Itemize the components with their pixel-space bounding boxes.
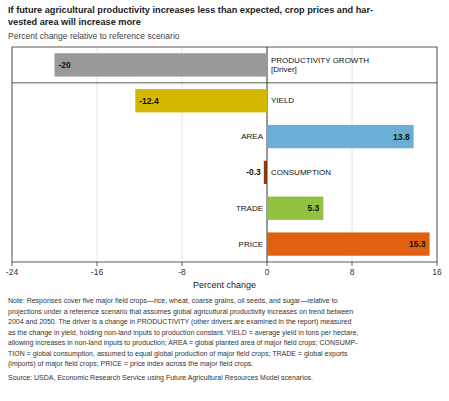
grid <box>12 47 437 262</box>
note: TION = global consumption, assumed to eq… <box>8 350 348 358</box>
category-label: PRICE <box>239 240 263 249</box>
tick-mark <box>97 262 98 266</box>
tick-label: -24 <box>6 267 19 277</box>
tick-label: 8 <box>350 267 355 277</box>
plot-frame <box>12 47 437 262</box>
x-axis-label: Percent change <box>193 280 256 290</box>
bar <box>267 125 414 148</box>
bar <box>267 232 430 255</box>
data-label: -12.4 <box>139 96 159 106</box>
tick-mark <box>437 262 438 266</box>
title: vested area will increase more <box>8 17 141 27</box>
zero-line <box>267 47 268 262</box>
category-label: PRODUCTIVITY GROWTH[Driver] <box>271 56 369 74</box>
data-label: -0.3 <box>246 167 261 177</box>
note: Note: Responses cover five major field c… <box>8 297 338 305</box>
title: If future agricultural productivity incr… <box>8 5 373 15</box>
data-label: 15.3 <box>409 239 426 249</box>
bar <box>55 53 268 76</box>
tick-label: 0 <box>265 267 270 277</box>
note: 2004 and 2050. The driver is a change in… <box>8 318 351 326</box>
note: allowing increases in non-land inputs to… <box>8 339 358 347</box>
labels: -20 PRODUCTIVITY GROWTH[Driver] -12.4 YIELD… <box>59 56 426 249</box>
category-label: AREA <box>241 132 263 141</box>
chart: If future agricultural productivity incr… <box>0 0 449 401</box>
page: {"chart_data": { "type": "bar", "orienta… <box>0 0 449 401</box>
separator <box>12 82 437 83</box>
subtitle: Percent change relative to reference sce… <box>8 31 180 41</box>
bar <box>135 89 267 112</box>
source: Source: USDA, Economic Research Service … <box>8 374 313 382</box>
bar <box>267 197 323 220</box>
tick-label: 16 <box>432 267 442 277</box>
bars <box>55 53 430 255</box>
category-label: YIELD <box>271 96 294 105</box>
grid-line <box>182 47 183 262</box>
note: (imports) of major field crops; PRICE = … <box>8 360 253 368</box>
data-label: 5.3 <box>307 203 319 213</box>
tick-mark <box>352 262 353 266</box>
data-label: 13.8 <box>393 132 410 142</box>
tick-label: -8 <box>178 267 186 277</box>
data-label: -20 <box>59 60 72 70</box>
grid-line <box>352 47 353 262</box>
tick-label: -16 <box>91 267 104 277</box>
category-label: TRADE <box>236 204 263 213</box>
grid-line <box>97 47 98 262</box>
note: projections under a reference scenario t… <box>8 308 353 316</box>
bar <box>264 161 267 184</box>
tick-mark <box>267 262 268 266</box>
tick-mark <box>12 262 13 266</box>
tick-mark <box>182 262 183 266</box>
category-label: CONSUMPTION <box>271 168 331 177</box>
note: as the change in yield, holding non-land… <box>8 329 358 337</box>
